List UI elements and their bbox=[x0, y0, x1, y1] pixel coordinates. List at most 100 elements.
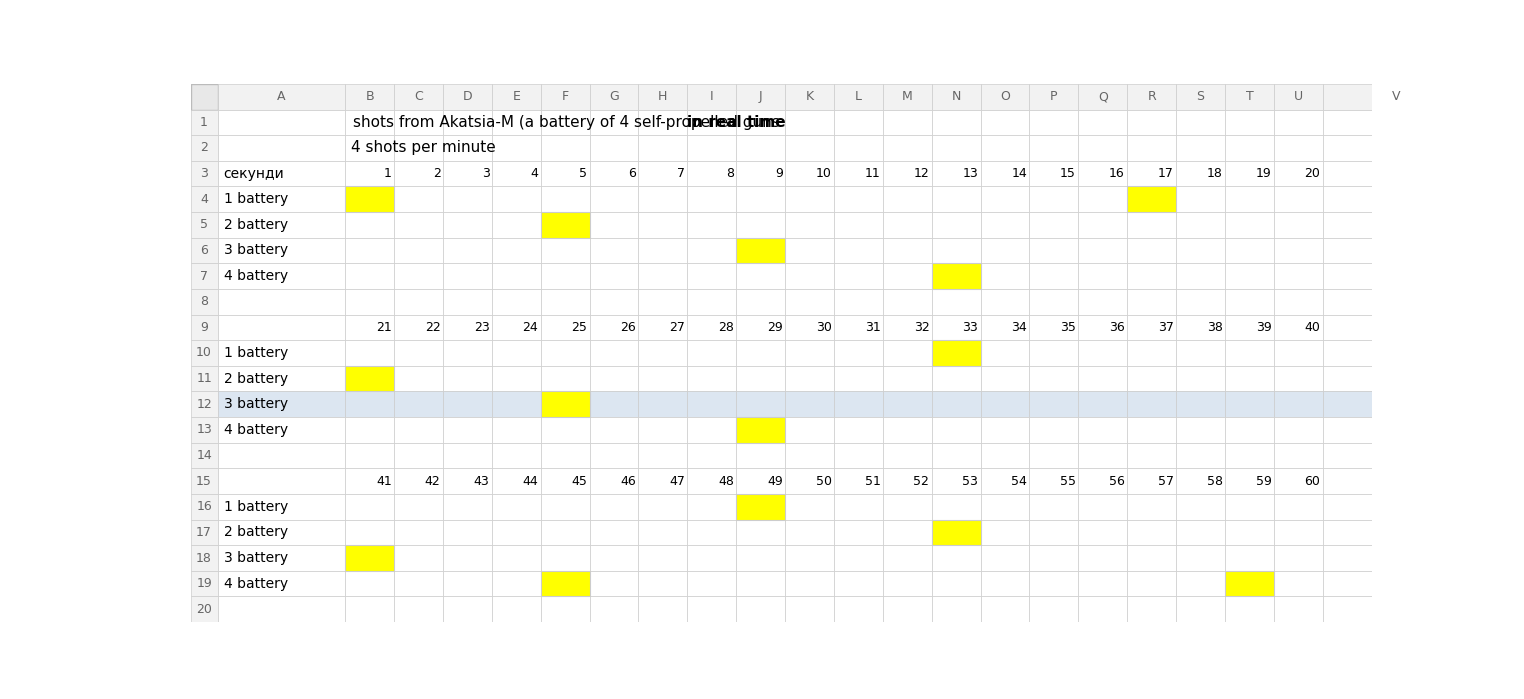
Bar bbox=[1030, 340, 1079, 366]
Bar bbox=[1079, 519, 1128, 545]
Bar bbox=[190, 571, 218, 596]
Bar bbox=[492, 238, 541, 264]
Bar bbox=[687, 289, 736, 315]
Bar bbox=[1274, 84, 1323, 110]
Bar bbox=[736, 238, 785, 264]
Bar bbox=[687, 135, 736, 161]
Bar bbox=[443, 212, 492, 238]
Text: 37: 37 bbox=[1158, 321, 1173, 334]
Bar bbox=[834, 519, 882, 545]
Bar bbox=[1225, 315, 1274, 340]
Bar bbox=[785, 110, 834, 135]
Bar bbox=[736, 391, 785, 417]
Bar bbox=[785, 494, 834, 519]
Bar bbox=[346, 187, 395, 212]
Bar bbox=[687, 84, 736, 110]
Bar bbox=[190, 442, 218, 468]
Bar bbox=[492, 212, 541, 238]
Bar bbox=[1128, 545, 1177, 571]
Text: 44: 44 bbox=[523, 475, 538, 488]
Bar bbox=[492, 135, 541, 161]
Bar bbox=[1274, 366, 1323, 391]
Bar bbox=[882, 84, 931, 110]
Bar bbox=[190, 494, 218, 519]
Bar bbox=[395, 84, 443, 110]
Bar bbox=[639, 442, 687, 468]
Bar bbox=[395, 468, 443, 494]
Bar bbox=[1177, 571, 1225, 596]
Text: 45: 45 bbox=[572, 475, 587, 488]
Bar bbox=[834, 84, 882, 110]
Bar bbox=[395, 187, 443, 212]
Text: 1 battery: 1 battery bbox=[224, 192, 288, 206]
Bar bbox=[1030, 571, 1079, 596]
Bar bbox=[541, 366, 590, 391]
Bar bbox=[590, 545, 639, 571]
Bar bbox=[190, 417, 218, 442]
Bar bbox=[785, 187, 834, 212]
Bar bbox=[1225, 519, 1274, 545]
Bar bbox=[1225, 212, 1274, 238]
Bar bbox=[346, 212, 395, 238]
Bar bbox=[346, 315, 395, 340]
Text: I: I bbox=[710, 90, 713, 103]
Text: 40: 40 bbox=[1305, 321, 1320, 334]
Bar bbox=[736, 442, 785, 468]
Text: 43: 43 bbox=[474, 475, 489, 488]
Text: 41: 41 bbox=[376, 475, 392, 488]
Bar bbox=[492, 315, 541, 340]
Bar bbox=[882, 315, 931, 340]
Bar bbox=[882, 135, 931, 161]
Bar bbox=[980, 366, 1030, 391]
Bar bbox=[590, 340, 639, 366]
Bar bbox=[834, 289, 882, 315]
Bar bbox=[736, 315, 785, 340]
Bar bbox=[1079, 84, 1128, 110]
Bar bbox=[1274, 391, 1323, 417]
Text: R: R bbox=[1148, 90, 1157, 103]
Bar bbox=[346, 84, 395, 110]
Bar bbox=[1030, 519, 1079, 545]
Bar bbox=[1177, 468, 1225, 494]
Bar bbox=[1177, 187, 1225, 212]
Bar bbox=[541, 84, 590, 110]
Text: N: N bbox=[951, 90, 960, 103]
Text: 30: 30 bbox=[815, 321, 832, 334]
Bar bbox=[834, 596, 882, 622]
Bar bbox=[1323, 264, 1372, 289]
Bar bbox=[443, 187, 492, 212]
Text: 57: 57 bbox=[1158, 475, 1173, 488]
Bar bbox=[541, 110, 590, 135]
Bar bbox=[736, 212, 785, 238]
Bar bbox=[346, 417, 395, 442]
Bar bbox=[882, 187, 931, 212]
Bar bbox=[190, 84, 218, 110]
Bar bbox=[980, 519, 1030, 545]
Bar bbox=[1274, 340, 1323, 366]
Bar bbox=[1079, 442, 1128, 468]
Text: 4 battery: 4 battery bbox=[224, 577, 288, 591]
Bar bbox=[736, 545, 785, 571]
Text: 16: 16 bbox=[1109, 167, 1125, 180]
Bar bbox=[882, 289, 931, 315]
Bar bbox=[882, 161, 931, 187]
Text: 10: 10 bbox=[815, 167, 832, 180]
Bar bbox=[1030, 468, 1079, 494]
Text: 4 shots per minute: 4 shots per minute bbox=[351, 140, 495, 155]
Bar bbox=[980, 289, 1030, 315]
Bar bbox=[395, 264, 443, 289]
Bar bbox=[785, 596, 834, 622]
Bar bbox=[1225, 161, 1274, 187]
Bar bbox=[1323, 315, 1372, 340]
Bar bbox=[541, 494, 590, 519]
Bar bbox=[1225, 84, 1274, 110]
Bar bbox=[590, 289, 639, 315]
Bar bbox=[980, 110, 1030, 135]
Text: 16: 16 bbox=[197, 500, 212, 513]
Bar bbox=[218, 417, 346, 442]
Bar bbox=[639, 212, 687, 238]
Text: 52: 52 bbox=[913, 475, 930, 488]
Bar bbox=[218, 289, 346, 315]
Bar bbox=[834, 545, 882, 571]
Bar bbox=[395, 340, 443, 366]
